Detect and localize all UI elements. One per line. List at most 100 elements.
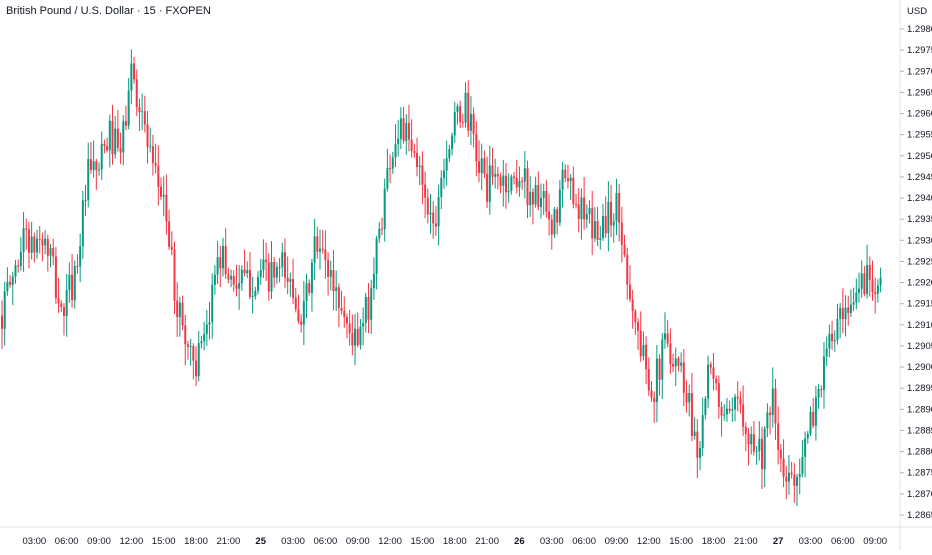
candle-up: [817, 389, 820, 398]
candle-down: [666, 333, 669, 344]
candle-down: [283, 252, 286, 278]
price-tick-label: 1.29200: [907, 278, 932, 289]
candle-down: [321, 248, 324, 250]
candle-down: [292, 278, 295, 298]
candle-down: [135, 79, 138, 108]
candle-down: [712, 367, 715, 379]
time-tick-label: 15:00: [152, 536, 176, 547]
candle-down: [103, 143, 106, 146]
candle-down: [340, 307, 343, 311]
candle-down: [672, 363, 675, 367]
price-axis[interactable]: 1.29800 1.29750 1.29700 1.29650 1.29600 1.295…: [900, 24, 932, 521]
candle-up: [162, 194, 165, 197]
candle-down: [181, 302, 184, 326]
candle-down: [634, 311, 637, 323]
candle-up: [205, 324, 208, 334]
candle-down: [316, 236, 319, 252]
candle-up: [437, 197, 440, 227]
candle-down: [623, 244, 626, 255]
candle-up: [275, 267, 278, 278]
candle-down: [146, 124, 149, 147]
candle-up: [833, 340, 836, 342]
price-tick-label: 1.29350: [907, 214, 932, 225]
candle-down: [486, 173, 489, 202]
candle-up: [809, 411, 812, 434]
candle-down: [742, 404, 745, 427]
candle-up: [440, 177, 443, 198]
candle-up: [771, 388, 774, 416]
candle-up: [354, 328, 357, 346]
price-tick-label: 1.28850: [907, 425, 932, 436]
candle-up: [178, 302, 181, 318]
candle-up: [680, 362, 683, 366]
candle-down: [610, 201, 613, 226]
candle-up: [723, 414, 726, 416]
candle-up: [612, 221, 615, 226]
candle-up: [569, 177, 572, 182]
candle-down: [650, 390, 653, 398]
candle-down: [868, 265, 871, 280]
candle-down: [424, 184, 427, 198]
candle-down: [677, 358, 680, 366]
candle-up: [289, 278, 292, 282]
candle-down: [119, 147, 122, 153]
candle-up: [49, 247, 52, 256]
candle-down: [575, 203, 578, 205]
candle-down: [812, 411, 815, 426]
candle-up: [200, 341, 203, 344]
candle-down: [653, 397, 656, 403]
candle-up: [127, 90, 130, 126]
candle-down: [367, 296, 370, 320]
candle-up: [860, 273, 863, 289]
candle-up: [642, 344, 645, 357]
candle-up: [879, 277, 882, 286]
candle-down: [841, 307, 844, 320]
candle-up: [329, 270, 332, 277]
candle-down: [46, 238, 49, 256]
candle-up: [302, 301, 305, 325]
candle-up: [122, 121, 125, 153]
candle-down: [769, 412, 772, 416]
time-tick-label: 21:00: [216, 536, 240, 547]
candle-down: [308, 283, 311, 293]
candle-up: [240, 269, 243, 284]
candle-up: [836, 318, 839, 341]
candle-up: [372, 273, 375, 289]
candle-up: [849, 304, 852, 314]
price-tick-label: 1.28800: [907, 447, 932, 458]
candle-up: [319, 248, 322, 252]
candle-up: [281, 252, 284, 268]
time-axis[interactable]: 03:00 06:00 09:00 12:00 15:00 18:00 21:00 25 03:…: [22, 536, 887, 547]
candle-down: [95, 161, 98, 171]
candle-up: [607, 201, 610, 234]
candle-up: [114, 128, 117, 155]
candle-down: [27, 229, 30, 253]
candle-down: [133, 63, 136, 80]
candle-down: [793, 474, 796, 486]
candle-up: [445, 158, 448, 171]
candle-down: [286, 277, 289, 282]
candle-down: [348, 323, 351, 334]
candle-up: [844, 307, 847, 320]
candle-down: [785, 476, 788, 482]
time-tick-label: 27: [773, 536, 784, 547]
time-tick-label: 09:00: [87, 536, 111, 547]
candle-up: [876, 285, 879, 294]
price-tick-label: 1.29550: [907, 130, 932, 141]
candle-down: [57, 298, 60, 304]
candle-down: [402, 118, 405, 141]
candle-up: [399, 118, 402, 139]
candle-up: [701, 415, 704, 448]
candle-down: [572, 177, 575, 204]
candle-down: [116, 128, 119, 148]
candle-up: [731, 409, 734, 411]
candle-down: [124, 121, 127, 126]
candle-up: [839, 307, 842, 319]
candle-up: [98, 169, 101, 171]
candle-up: [540, 198, 542, 207]
price-tick-label: 1.28750: [907, 468, 932, 479]
candle-down: [413, 150, 416, 153]
candle-down: [248, 270, 251, 297]
